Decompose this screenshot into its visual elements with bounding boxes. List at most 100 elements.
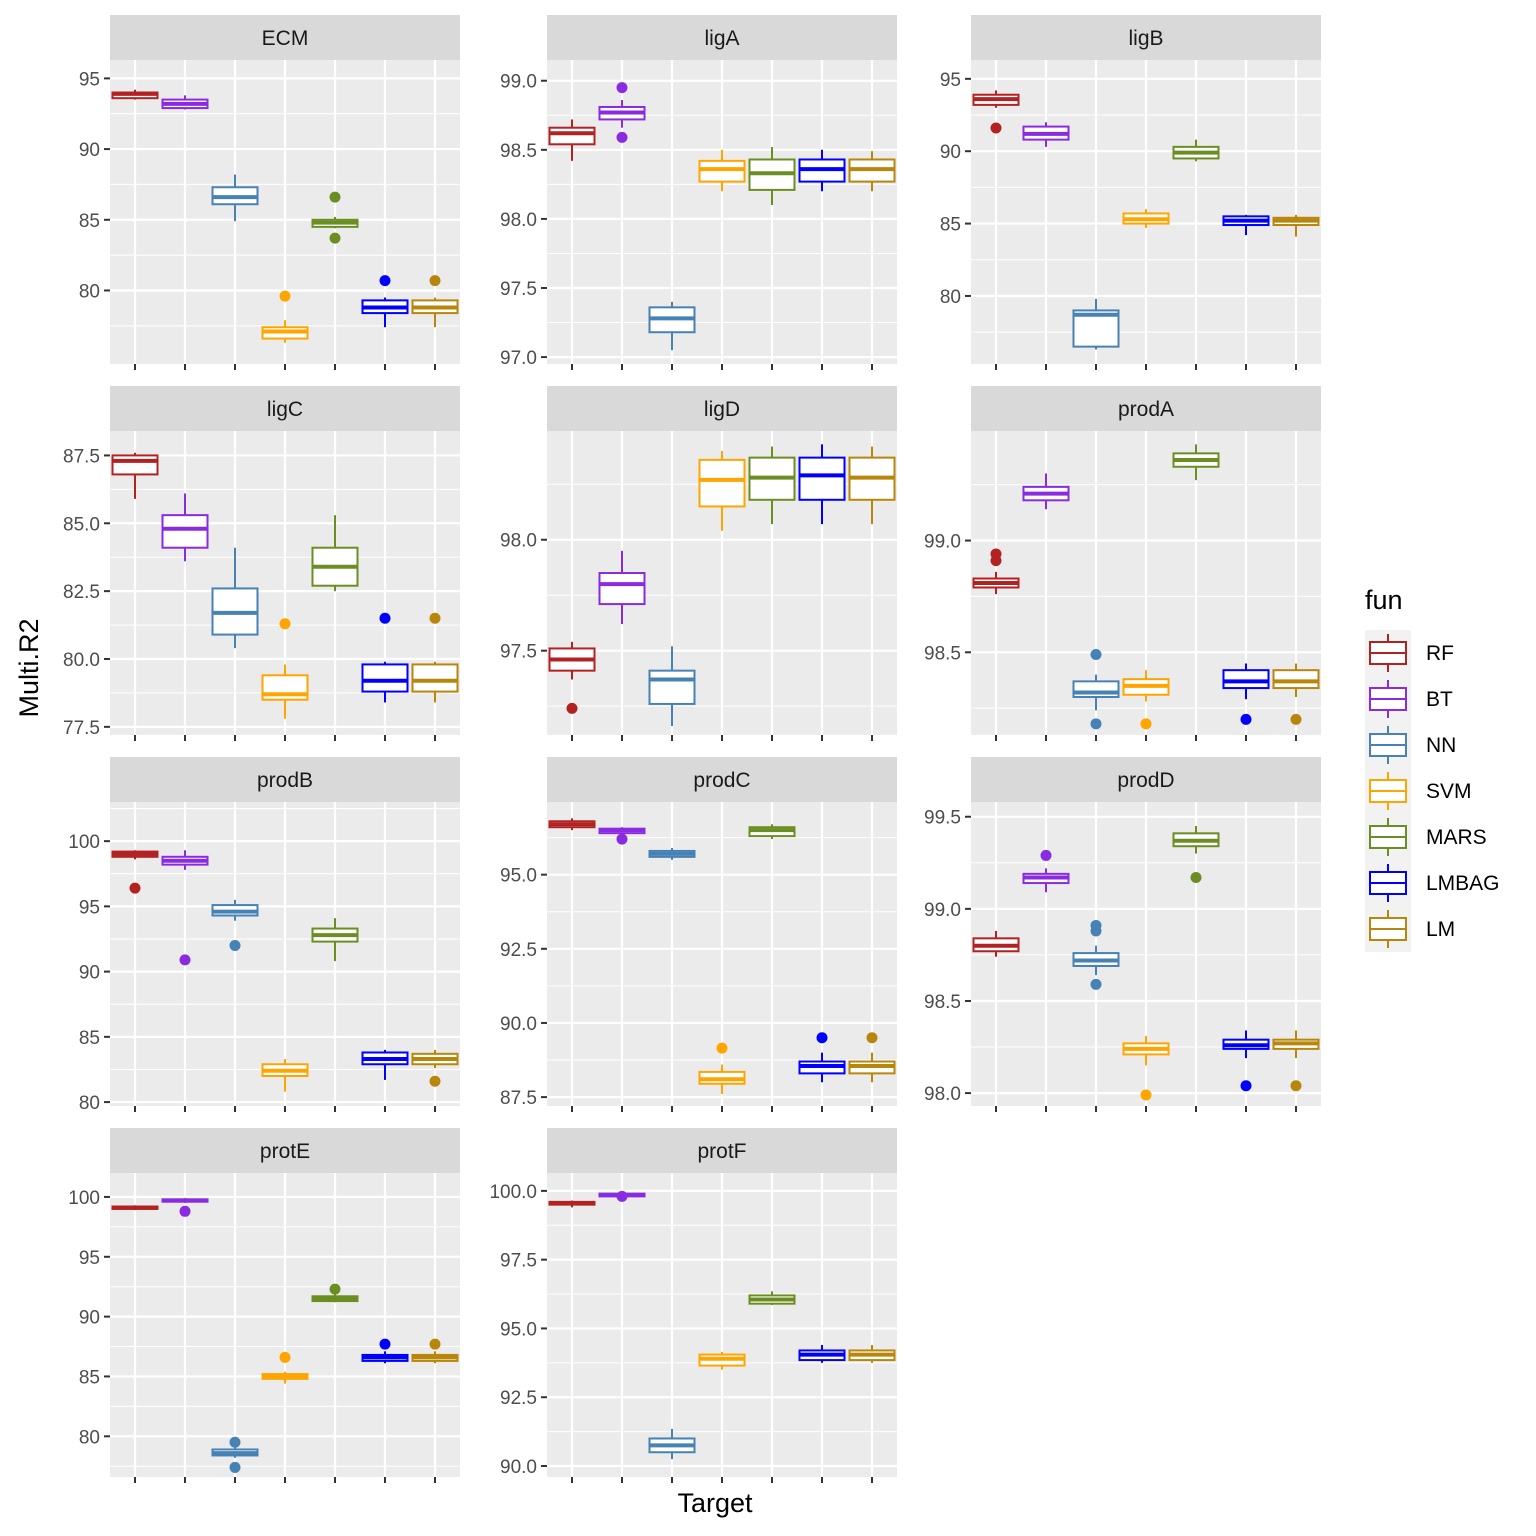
box-LM [848, 1032, 896, 1083]
y-tick-label: 90 [79, 1308, 100, 1329]
facet-strip [110, 1128, 460, 1173]
legend: fun RF BT NN SVM MARS LMBAG LM [1365, 585, 1500, 952]
box-SVM [698, 149, 746, 192]
y-tick-label: 90.0 [500, 1014, 537, 1035]
box-RF [548, 641, 596, 714]
box-SVM [1122, 1035, 1170, 1101]
box-LMBAG [361, 275, 409, 328]
outlier-point [1290, 713, 1302, 725]
outlier-point [379, 612, 391, 624]
facet-strip [110, 15, 460, 60]
outlier-point [329, 191, 341, 203]
box-RF [548, 818, 596, 831]
facet-panel-prodB: prodB 80 85 90 95 100 [68, 757, 460, 1114]
outlier-point [229, 940, 241, 952]
box-BT [161, 1198, 209, 1217]
box-body [648, 669, 696, 705]
box-MARS [1172, 825, 1220, 884]
box-LMBAG [1222, 214, 1270, 236]
y-tick-label: 98.5 [500, 141, 537, 162]
y-tick-label: 95.0 [500, 866, 537, 887]
y-tick-label: 95 [79, 69, 100, 90]
facet-panels: ECM 80 85 90 95 ligA 97.0 97.5 98.0 98.5 99.0 ligB 8… [63, 15, 1321, 1483]
box-body [161, 514, 209, 549]
box-LMBAG [1222, 1030, 1270, 1092]
y-tick-label: 98.0 [500, 531, 537, 552]
box-RF [972, 90, 1020, 134]
outlier-point [1090, 925, 1102, 937]
y-tick-label: 85 [79, 1028, 100, 1049]
box-LM [411, 1049, 459, 1087]
y-tick-label: 99.5 [924, 808, 961, 829]
outlier-point [279, 290, 291, 302]
box-body [111, 454, 159, 476]
outlier-point [990, 555, 1002, 567]
y-tick-label: 98.5 [924, 992, 961, 1013]
facet-strip [110, 386, 460, 431]
facet-strip [547, 757, 897, 802]
outlier-point [179, 1205, 191, 1217]
box-SVM [1122, 209, 1170, 228]
facet-panel-prodD: prodD 98.0 98.5 99.0 99.5 [924, 757, 1321, 1112]
y-tick-label: 87.5 [500, 1088, 537, 1109]
outlier-point [616, 1190, 628, 1202]
box-RF [548, 119, 596, 161]
y-tick-label: 95.0 [500, 1319, 537, 1340]
y-tick-label: 80.0 [63, 650, 100, 671]
y-tick-label: 77.5 [63, 718, 100, 739]
box-RF [111, 1205, 159, 1211]
facet-strip-label: ligA [704, 27, 739, 50]
facet-panel-ECM: ECM 80 85 90 95 [79, 15, 460, 370]
y-tick-label: 85 [940, 215, 961, 236]
box-NN [1072, 298, 1120, 350]
box-LMBAG [798, 1032, 846, 1083]
y-tick-label: 99.0 [924, 900, 961, 921]
legend-title: fun [1365, 585, 1403, 615]
y-tick-label: 98.5 [924, 643, 961, 664]
box-SVM [261, 1059, 309, 1092]
box-MARS [1172, 444, 1220, 481]
legend-key-MARS [1365, 814, 1411, 860]
box-LM [848, 1344, 896, 1363]
box-NN [211, 899, 259, 952]
outlier-point [1140, 718, 1152, 730]
box-LMBAG [798, 1344, 846, 1363]
box-NN [211, 547, 259, 649]
box-SVM [261, 290, 309, 343]
box-LM [411, 275, 459, 328]
facet-strip [110, 757, 460, 802]
y-tick-label: 99.0 [924, 532, 961, 553]
outlier-point [429, 275, 441, 287]
outlier-point [1240, 713, 1252, 725]
outlier-point [279, 618, 291, 630]
facet-strip [971, 386, 1321, 431]
facet-strip-label: prodC [693, 769, 750, 792]
box-RF [548, 1200, 596, 1208]
outlier-point [566, 702, 578, 714]
box-BT [598, 550, 646, 625]
facet-panel-prodA: prodA 98.5 99.0 [924, 386, 1321, 741]
outlier-point [229, 1436, 241, 1448]
facet-strip-label: prodA [1118, 398, 1174, 421]
facet-panel-ligD: ligD 97.5 98.0 [500, 386, 897, 741]
outlier-point [616, 82, 628, 94]
facet-panel-prodC: prodC 87.5 90.0 92.5 95.0 [500, 757, 897, 1112]
legend-key-SVM [1365, 768, 1411, 814]
box-LM [848, 446, 896, 525]
box-MARS [311, 191, 359, 244]
legend-key-RF [1365, 630, 1411, 676]
y-tick-label: 100 [68, 832, 100, 853]
y-tick-label: 92.5 [500, 940, 537, 961]
outlier-point [1090, 978, 1102, 990]
legend-label: SVM [1426, 780, 1472, 803]
box-body [548, 126, 596, 146]
outlier-point [866, 1032, 878, 1044]
box-BT [1022, 473, 1070, 510]
y-tick-label: 80 [79, 1427, 100, 1448]
y-tick-label: 85 [79, 211, 100, 232]
box-NN [648, 847, 696, 860]
outlier-point [379, 275, 391, 287]
outlier-point [1240, 1080, 1252, 1092]
box-BT [161, 493, 209, 562]
box-NN [648, 1428, 696, 1460]
